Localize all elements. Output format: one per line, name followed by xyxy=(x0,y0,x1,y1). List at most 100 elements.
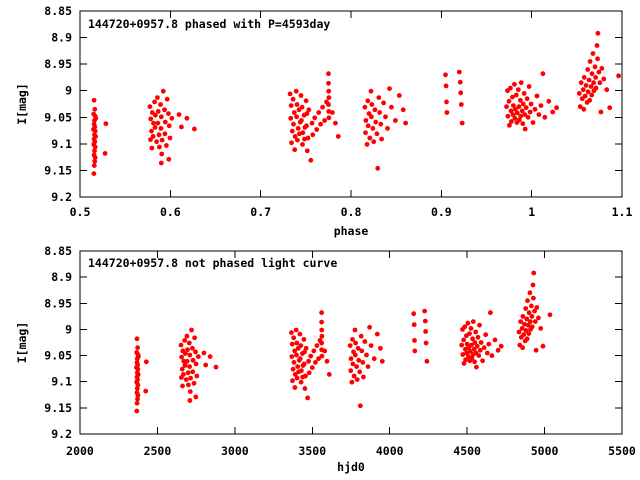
data-point xyxy=(540,71,546,77)
data-point xyxy=(155,109,161,114)
data-point xyxy=(294,352,299,358)
data-point xyxy=(458,102,464,107)
data-point xyxy=(92,159,98,164)
data-point xyxy=(160,88,166,94)
data-point xyxy=(306,370,312,376)
data-point xyxy=(593,85,599,91)
x-tick-label: 4000 xyxy=(376,444,404,458)
data-point xyxy=(554,105,559,111)
data-point xyxy=(166,156,172,162)
data-point xyxy=(304,123,309,129)
data-point xyxy=(326,109,332,114)
data-point xyxy=(92,128,98,134)
data-point xyxy=(527,319,533,324)
data-point xyxy=(520,121,526,127)
data-point xyxy=(313,360,318,365)
data-point xyxy=(505,113,511,119)
data-point xyxy=(294,114,299,120)
y-tick-label: 9 xyxy=(65,84,72,98)
data-point xyxy=(192,335,198,341)
data-point xyxy=(461,337,467,343)
data-point xyxy=(190,369,196,375)
data-point xyxy=(365,123,371,129)
data-point xyxy=(582,93,588,99)
data-point xyxy=(143,359,149,365)
data-point xyxy=(162,107,167,113)
data-point xyxy=(164,143,169,148)
data-point xyxy=(319,319,324,325)
data-point xyxy=(134,400,140,406)
data-point xyxy=(92,148,97,154)
data-point xyxy=(289,140,294,146)
data-point xyxy=(326,102,331,107)
data-point xyxy=(598,109,604,115)
data-point xyxy=(472,359,477,365)
y-tick-label: 8.85 xyxy=(44,4,72,18)
data-point xyxy=(587,97,593,103)
data-point xyxy=(525,298,530,304)
data-point xyxy=(356,357,362,363)
data-point xyxy=(304,111,310,116)
data-point xyxy=(532,319,538,324)
data-point xyxy=(103,121,109,127)
unphased-plot: 2000 2500 3000 3500 4000 4500 5000 5500 8.85 8.9 8… xyxy=(15,244,636,474)
data-point xyxy=(362,104,368,110)
data-point xyxy=(526,84,532,89)
data-point xyxy=(312,115,318,121)
data-point xyxy=(298,343,304,348)
data-point xyxy=(459,342,465,348)
x-tick-label: 0.6 xyxy=(160,205,181,219)
data-point xyxy=(180,383,185,389)
x-tick-label: 2000 xyxy=(66,444,94,458)
data-point xyxy=(354,364,359,369)
plot-title: 144720+0957.8 not phased light curve xyxy=(88,256,337,270)
data-point xyxy=(305,135,311,141)
data-point xyxy=(362,339,368,344)
data-point xyxy=(306,107,312,113)
data-point xyxy=(534,93,540,99)
data-point xyxy=(203,362,209,368)
data-point xyxy=(153,112,158,118)
data-point xyxy=(347,343,353,348)
data-point xyxy=(179,366,185,372)
data-point xyxy=(299,104,305,110)
data-point xyxy=(149,128,154,134)
data-point xyxy=(365,364,371,369)
data-point xyxy=(318,121,323,127)
x-tick-label: 5000 xyxy=(531,444,559,458)
data-point xyxy=(192,126,197,132)
data-point xyxy=(464,341,470,347)
data-point xyxy=(358,333,364,339)
y-tick-label: 9 xyxy=(65,322,72,336)
y-tick-label: 9.1 xyxy=(51,137,72,151)
data-point xyxy=(287,91,293,97)
data-point xyxy=(367,324,372,330)
data-point xyxy=(577,104,583,110)
data-point xyxy=(154,139,160,145)
data-point xyxy=(477,347,483,353)
data-point xyxy=(594,43,600,48)
y-tick-label: 9.05 xyxy=(44,349,72,363)
data-point xyxy=(363,130,368,136)
data-point xyxy=(534,305,540,310)
data-point xyxy=(303,345,309,351)
data-points xyxy=(134,270,553,414)
data-point xyxy=(523,328,529,333)
data-point xyxy=(158,114,164,120)
data-point xyxy=(193,394,199,400)
data-point xyxy=(314,127,320,132)
data-point xyxy=(195,354,201,359)
data-point xyxy=(378,345,383,351)
x-tick-label: 0.5 xyxy=(70,205,91,219)
data-point xyxy=(292,147,298,153)
data-point xyxy=(291,110,297,115)
data-point xyxy=(393,118,398,123)
data-point xyxy=(319,333,325,339)
data-point xyxy=(357,369,363,375)
data-point xyxy=(290,366,296,372)
data-point xyxy=(326,71,331,77)
data-point xyxy=(512,115,518,121)
data-point xyxy=(333,120,338,126)
data-point xyxy=(599,66,605,71)
data-point xyxy=(330,110,335,115)
